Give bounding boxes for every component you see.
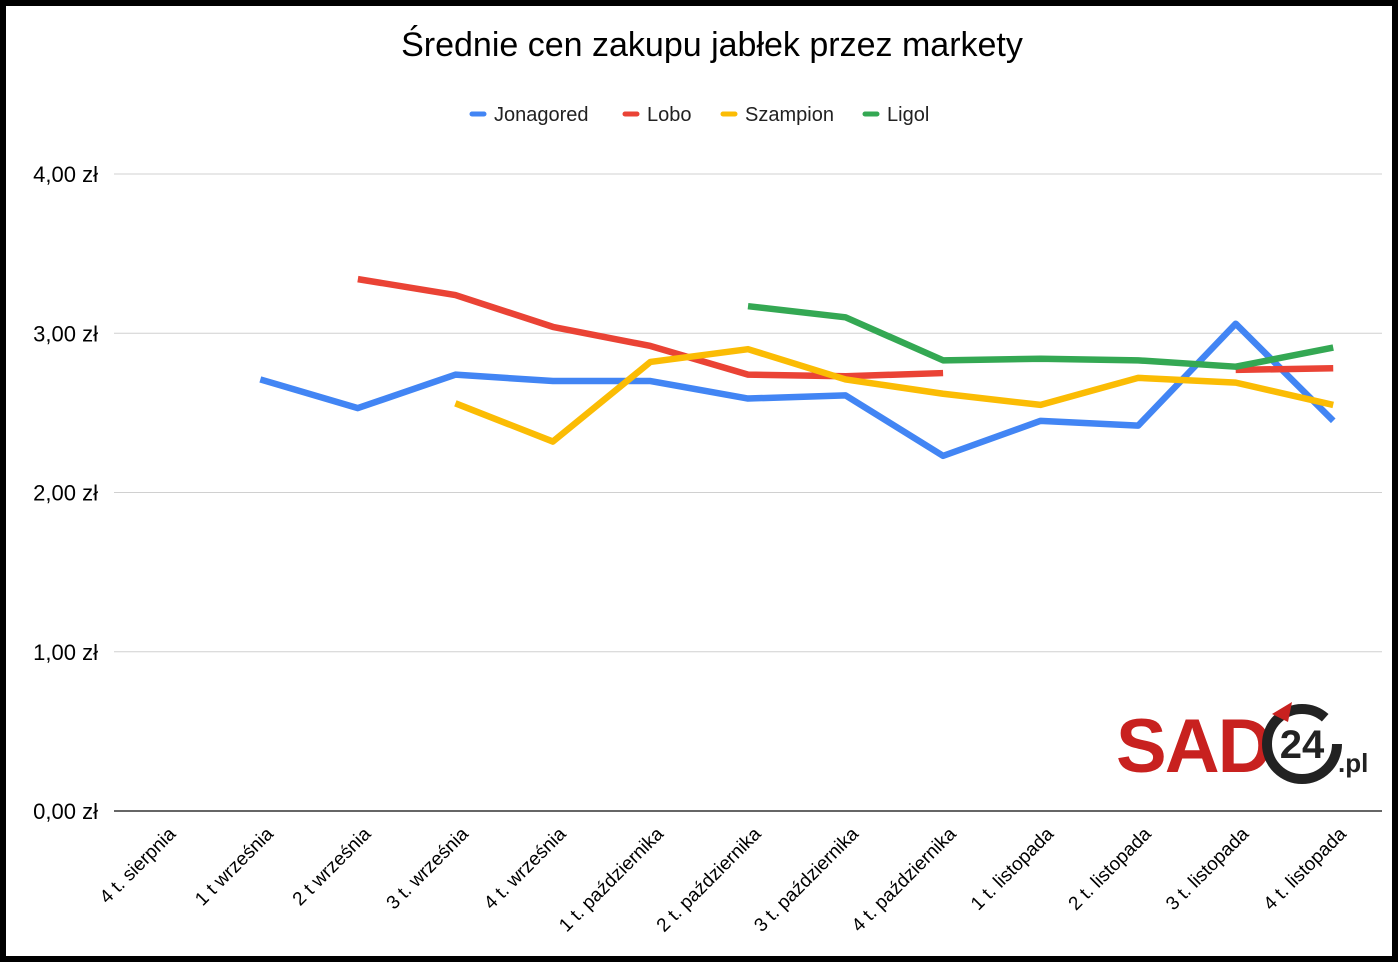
series-line (454, 345, 1334, 445)
y-tick-label: 1,00 zł (33, 640, 98, 665)
legend-label: Ligol (887, 104, 929, 126)
series-line (747, 302, 1334, 370)
legend: Jonagored Lobo Szampion Ligol (469, 104, 929, 126)
sad24-logo: SAD 24 .pl (1116, 702, 1368, 789)
x-tick-label: 4 t. listopada (1260, 823, 1351, 914)
legend-label: Lobo (647, 104, 692, 126)
series-ligol (747, 302, 1334, 370)
legend-item-ligol: Ligol (862, 104, 929, 126)
x-tick-label: 2 t września (289, 823, 376, 910)
x-tick-label: 3 t. listopada (1162, 823, 1253, 914)
x-tick-label: 4 t. września (480, 823, 571, 914)
logo-ring-icon (1262, 704, 1342, 784)
logo-text: SAD (1116, 704, 1270, 789)
y-tick-label: 2,00 zł (33, 481, 98, 506)
y-axis: 0,00 zł 1,00 zł 2,00 zł 3,00 zł 4,00 zł (33, 162, 98, 824)
legend-item-lobo: Lobo (622, 104, 692, 126)
line-chart: Średnie cen zakupu jabłek przez markety … (33, 25, 1382, 936)
series-line (259, 320, 1336, 460)
series-szampion (454, 345, 1334, 445)
x-tick-label: 1 t września (191, 823, 278, 910)
x-axis: 4 t. sierpnia 1 t września 2 t września 3 t… (96, 823, 1351, 936)
x-tick-label: 1 t. listopada (967, 823, 1058, 914)
legend-label: Jonagored (494, 104, 589, 126)
chart-title: Średnie cen zakupu jabłek przez markety (401, 25, 1023, 64)
x-tick-label: 4 t. października (848, 823, 961, 936)
series-lines (259, 275, 1336, 460)
logo-arrow-icon (1272, 702, 1292, 722)
series-line (1235, 365, 1334, 374)
series-jonagored (259, 320, 1336, 460)
x-tick-label: 3 t. października (750, 823, 863, 936)
x-tick-label: 2 t. października (653, 823, 766, 936)
y-tick-label: 4,00 zł (33, 162, 98, 187)
logo-number: 24 (1280, 723, 1325, 767)
legend-item-szampion: Szampion (720, 104, 834, 126)
y-tick-label: 3,00 zł (33, 321, 98, 346)
chart-frame: Średnie cen zakupu jabłek przez markety … (6, 6, 1392, 956)
x-tick-label: 4 t. sierpnia (96, 823, 181, 908)
x-tick-label: 1 t. października (555, 823, 668, 936)
x-tick-label: 2 t. listopada (1065, 823, 1156, 914)
legend-item-jonagored: Jonagored (469, 104, 589, 126)
gridlines (114, 173, 1382, 812)
x-tick-label: 3 t. września (383, 823, 474, 914)
y-tick-label: 0,00 zł (33, 799, 98, 824)
legend-label: Szampion (745, 104, 834, 126)
logo-suffix: .pl (1338, 748, 1368, 778)
